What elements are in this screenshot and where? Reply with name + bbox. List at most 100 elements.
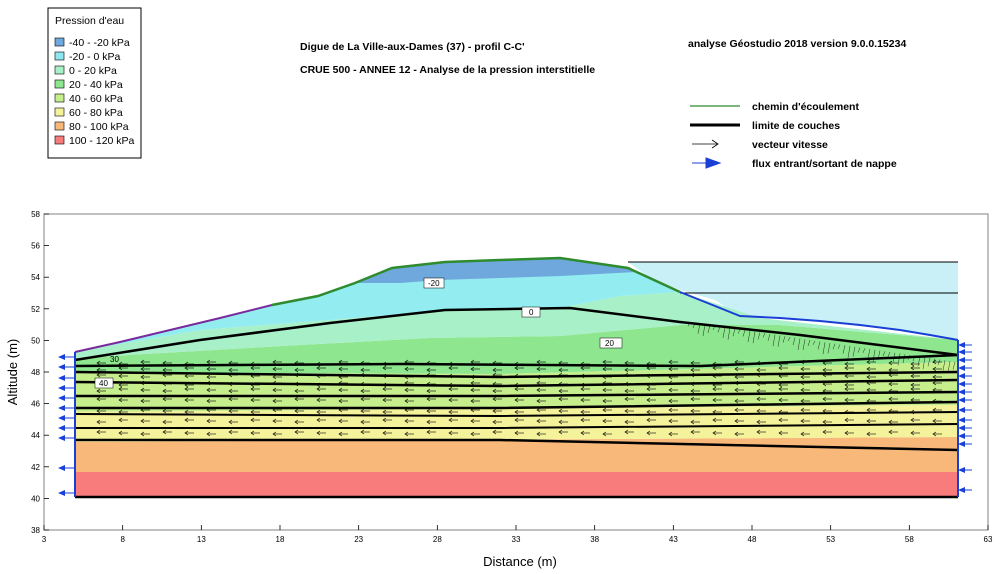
- diagram-title-line1: Digue de La Ville-aux-Dames (37) - profi…: [300, 41, 525, 53]
- velocity-vector-head: [734, 398, 739, 404]
- velocity-vector-head: [558, 429, 563, 435]
- x-tick-label: 38: [590, 535, 599, 544]
- velocity-vector-head: [910, 386, 915, 392]
- velocity-vector-head: [822, 360, 827, 366]
- legend-swatch: [54, 135, 65, 145]
- velocity-vector-head: [756, 360, 761, 366]
- layer-limits: [74, 261, 959, 499]
- velocity-vector: [787, 336, 791, 342]
- velocity-vector-head: [206, 387, 211, 393]
- velocity-vector-head: [118, 386, 123, 392]
- velocity-vector-head: [426, 419, 431, 425]
- velocity-vector-head: [382, 430, 387, 436]
- velocity-vector-head: [800, 431, 805, 437]
- velocity-vector-head: [734, 431, 739, 437]
- flow-path-label: chemin d'écoulement: [752, 101, 859, 113]
- velocity-vector-head: [712, 373, 717, 379]
- flux-arrowhead: [58, 490, 65, 496]
- velocity-vector-head: [602, 387, 607, 393]
- velocity-vector-head: [184, 409, 189, 415]
- velocity-vector-head: [690, 419, 695, 425]
- velocity-vector-head: [514, 409, 519, 415]
- velocity-vector-head: [602, 380, 607, 386]
- velocity-vector: [877, 350, 881, 360]
- velocity-vector-head: [294, 381, 299, 387]
- flux-arrowhead: [58, 395, 65, 401]
- velocity-vector-head: [184, 373, 189, 379]
- velocity-vector-head: [294, 367, 299, 373]
- velocity-vector-head: [272, 387, 277, 393]
- velocity-vector-head: [228, 429, 233, 435]
- flux-arrowhead: [958, 373, 965, 379]
- velocity-vector-head: [646, 409, 651, 415]
- velocity-vector-head: [360, 372, 365, 378]
- velocity-vector-head: [140, 418, 145, 424]
- velocity-vector: [862, 348, 866, 353]
- velocity-vector: [757, 332, 761, 340]
- velocity-vector-head: [646, 373, 651, 379]
- velocity-vector-head: [888, 408, 893, 414]
- velocity-vector-head: [404, 374, 409, 380]
- velocity-vector-head: [558, 367, 563, 373]
- velocity-vector-head: [448, 409, 453, 415]
- velocity-vector-head: [118, 417, 123, 423]
- velocity-vector-head: [294, 360, 299, 366]
- velocity-vector: [777, 335, 781, 347]
- velocity-vector-head: [360, 388, 365, 394]
- velocity-vector-head: [140, 380, 145, 386]
- velocity-vector-head: [778, 386, 783, 392]
- velocity-vector-head: [866, 366, 871, 372]
- velocity-vector-head: [536, 418, 541, 424]
- velocity-vector-head: [756, 396, 761, 402]
- velocity-vector-head: [668, 366, 673, 372]
- velocity-vector-head: [888, 360, 893, 366]
- x-tick-label: 8: [120, 535, 125, 544]
- velocity-vector-head: [206, 407, 211, 413]
- legend-item-label: 60 - 80 kPa: [69, 107, 123, 119]
- flux-arrowhead: [958, 433, 965, 439]
- velocity-vector-head: [448, 397, 453, 403]
- velocity-vector: [887, 351, 891, 357]
- velocity-vector-head: [382, 365, 387, 371]
- legend-swatch: [54, 37, 65, 47]
- velocity-vector-head: [492, 396, 497, 402]
- velocity-vector-head: [646, 382, 651, 388]
- velocity-vector-head: [514, 417, 519, 423]
- velocity-vector-head: [96, 360, 101, 366]
- velocity-vector-head: [558, 388, 563, 394]
- velocity-vector-head: [712, 361, 717, 367]
- velocity-vector-head: [778, 382, 783, 388]
- velocity-vector-head: [118, 409, 123, 415]
- velocity-vector-head: [734, 359, 739, 365]
- flux-arrowhead: [958, 407, 965, 413]
- velocity-vector-head: [558, 372, 563, 378]
- velocity-vector-head: [316, 365, 321, 371]
- velocity-vector-head: [448, 361, 453, 367]
- velocity-vector-head: [404, 366, 409, 372]
- velocity-vector-head: [624, 396, 629, 402]
- velocity-vector-head: [426, 396, 431, 402]
- velocity-vector-head: [140, 374, 145, 380]
- velocity-vector-head: [228, 360, 233, 366]
- velocity-vector-head: [866, 431, 871, 437]
- velocity-vector: [797, 338, 801, 351]
- velocity-vector-head: [932, 380, 937, 386]
- velocity-vector-head: [580, 397, 585, 403]
- velocity-vector: [837, 344, 841, 349]
- velocity-vector-head: [118, 365, 123, 371]
- velocity-vector: [812, 340, 816, 345]
- velocity-vector-head: [448, 365, 453, 371]
- velocity-vector-head: [360, 419, 365, 425]
- velocity-vector-head: [536, 431, 541, 437]
- band-minus20-0: [75, 258, 680, 352]
- velocity-vector-head: [822, 372, 827, 378]
- velocity-vector-head: [712, 430, 717, 436]
- velocity-vector-head: [140, 366, 145, 372]
- velocity-vector-head: [96, 367, 101, 373]
- velocity-vector: [867, 348, 871, 358]
- velocity-vector-head: [470, 380, 475, 386]
- velocity-vector-head: [734, 387, 739, 393]
- velocity-vector: [857, 347, 861, 353]
- velocity-vector-head: [800, 380, 805, 386]
